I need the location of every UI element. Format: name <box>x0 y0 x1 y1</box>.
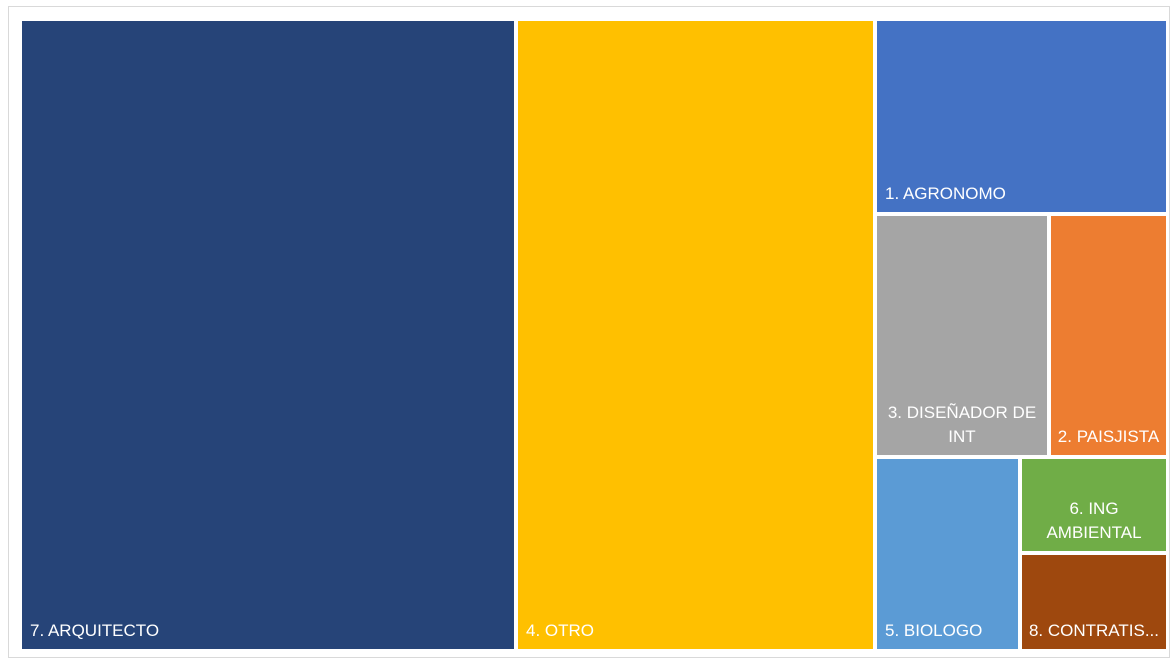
tile-disenador-de-int[interactable]: 3. DISEÑADOR DE INT <box>877 216 1047 455</box>
tile-label-biologo: 5. BIOLOGO <box>885 621 983 640</box>
tile-label-ing-ambiental: 6. ING AMBIENTAL <box>1046 499 1142 542</box>
tile-arquitecto[interactable]: 7. ARQUITECTO <box>22 21 514 649</box>
tile-contratis[interactable]: 8. CONTRATIS... <box>1022 555 1166 649</box>
tile-label-arquitecto: 7. ARQUITECTO <box>30 621 160 640</box>
tile-label-otro: 4. OTRO <box>526 621 595 640</box>
tile-biologo[interactable]: 5. BIOLOGO <box>877 459 1018 649</box>
tile-agronomo[interactable]: 1. AGRONOMO <box>877 21 1166 212</box>
tile-ing-ambiental[interactable]: 6. ING AMBIENTAL <box>1022 459 1166 551</box>
tile-otro[interactable]: 4. OTRO <box>518 21 873 649</box>
tile-paisjista[interactable]: 2. PAISJISTA <box>1051 216 1166 455</box>
tile-label-contratis: 8. CONTRATIS... <box>1028 621 1160 640</box>
tile-label-agronomo: 1. AGRONOMO <box>885 184 1006 203</box>
tile-label-paisjista: 2. PAISJISTA <box>1057 427 1160 446</box>
tile-label-disenador-de-int: 3. DISEÑADOR DE INT <box>887 403 1037 446</box>
